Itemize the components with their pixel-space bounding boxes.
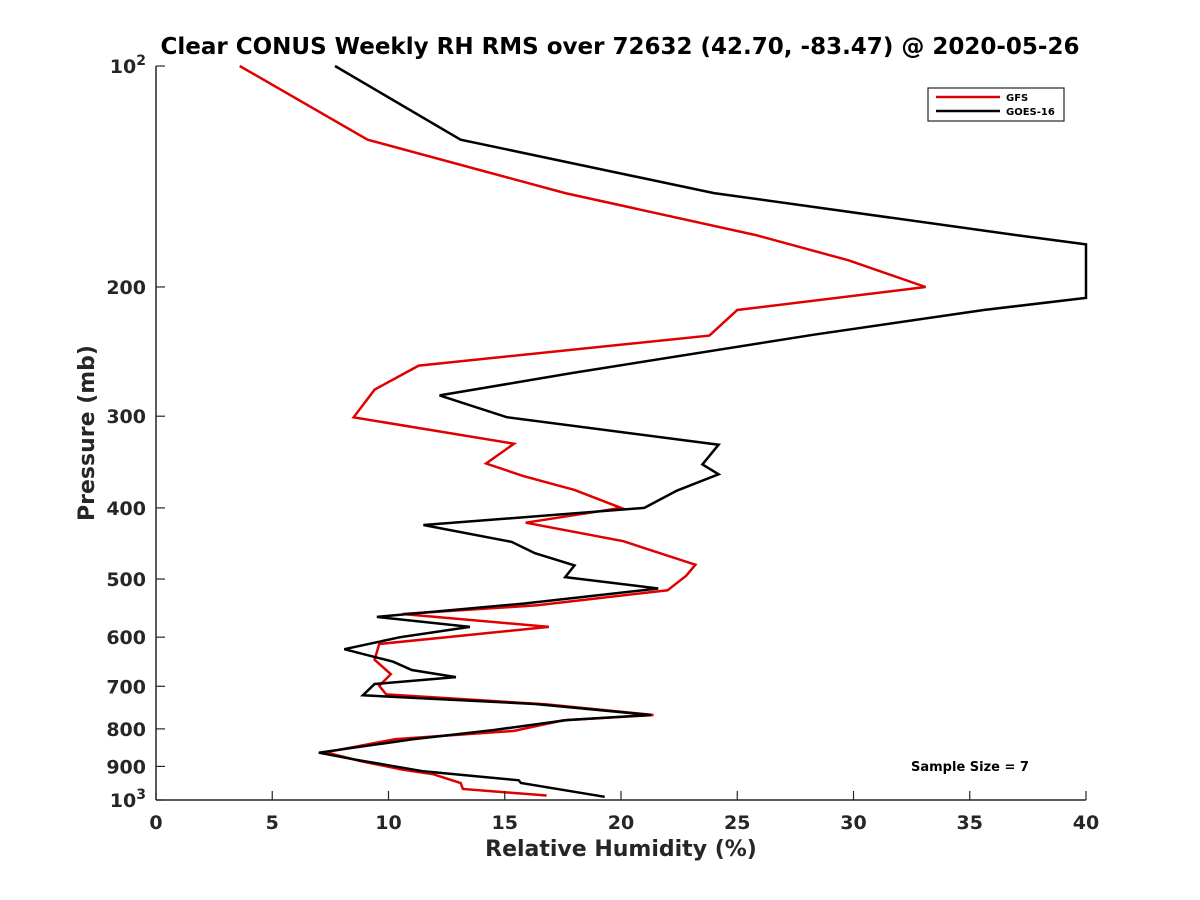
x-tick-label: 15 <box>492 812 518 834</box>
x-axis-label: Relative Humidity (%) <box>485 837 757 862</box>
series-line-goes16 <box>318 64 1088 799</box>
y-tick-label: 700 <box>106 676 146 698</box>
x-tick-label: 10 <box>375 812 401 834</box>
y-tick-label-base: 10 <box>110 790 136 812</box>
y-tick-label-exponent: 3 <box>136 787 146 803</box>
y-tick-label: 400 <box>106 498 146 520</box>
x-tick-label: 0 <box>149 812 162 834</box>
legend-box <box>927 87 1065 122</box>
y-tick-label: 800 <box>106 719 146 741</box>
legend-label-gfs: GFS <box>1006 93 1028 104</box>
series-layer <box>239 64 1088 799</box>
y-tick-label: 102 <box>110 53 146 78</box>
y-tick-label: 500 <box>106 569 146 591</box>
plot-area: 0 5 10 15 20 25 30 35 40 10220030040050060070080… <box>106 53 1099 834</box>
legend-label-goes16: GOES-16 <box>1006 107 1055 118</box>
legend: GFS GOES-16 <box>927 87 1065 122</box>
x-tick-label: 40 <box>1073 812 1099 834</box>
x-tick-label: 20 <box>608 812 634 834</box>
series-line-gfs <box>239 64 927 797</box>
y-axis-label: Pressure (mb) <box>75 345 100 521</box>
x-axis-ticks: 0 5 10 15 20 25 30 35 40 <box>149 791 1099 834</box>
x-tick-label: 30 <box>840 812 866 834</box>
y-tick-label-base: 10 <box>110 56 136 78</box>
sample-size-annotation: Sample Size = 7 <box>911 760 1029 775</box>
x-tick-label: 35 <box>957 812 983 834</box>
x-tick-label: 25 <box>724 812 750 834</box>
y-tick-label: 103 <box>110 787 146 812</box>
y-tick-label: 200 <box>106 277 146 299</box>
y-tick-label: 900 <box>106 756 146 778</box>
chart-title: Clear CONUS Weekly RH RMS over 72632 (42… <box>161 34 1080 60</box>
y-tick-label: 300 <box>106 406 146 428</box>
y-tick-label-exponent: 2 <box>136 53 146 69</box>
x-tick-label: 5 <box>266 812 279 834</box>
y-tick-label: 600 <box>106 627 146 649</box>
